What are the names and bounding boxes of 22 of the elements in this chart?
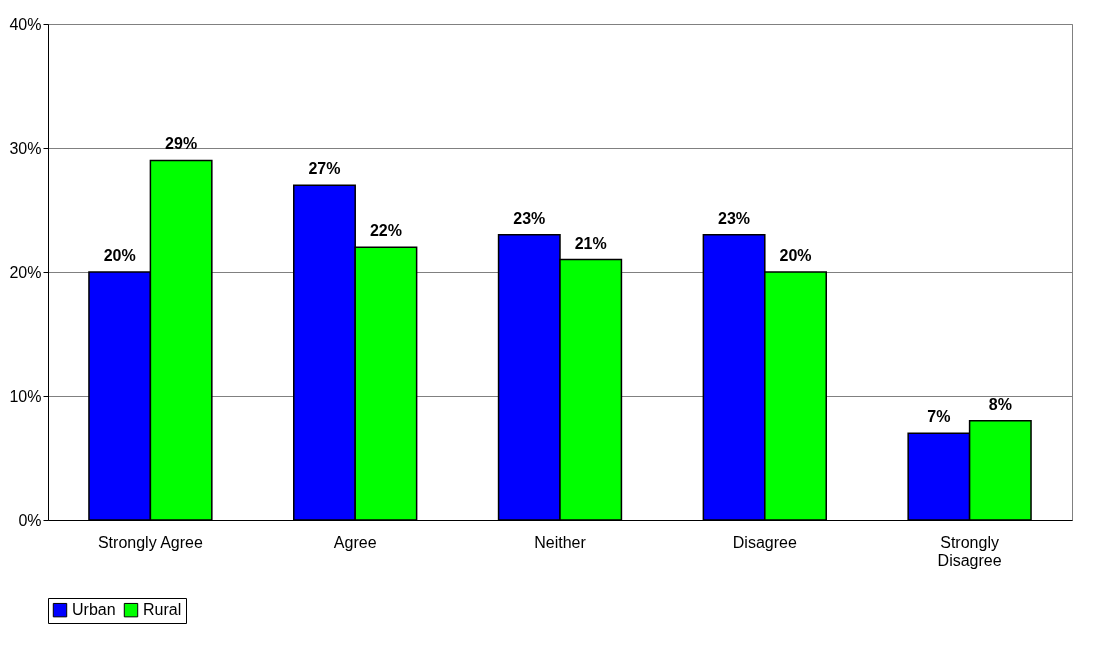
data-label: 27%	[308, 160, 341, 178]
y-tick-label: 20%	[9, 263, 42, 281]
data-label: 23%	[513, 209, 546, 227]
x-tick-label: Agree	[333, 533, 377, 551]
data-label: 7%	[927, 408, 951, 426]
y-tick-label: 40%	[9, 15, 42, 33]
data-label: 23%	[718, 209, 751, 227]
data-label: 20%	[103, 247, 136, 264]
data-label: 8%	[988, 395, 1012, 413]
y-tick-label: 30%	[9, 139, 42, 157]
x-tick-label: Strongly Agree	[97, 533, 203, 551]
x-tick-label: Strongly Disagree	[937, 533, 1002, 569]
data-label: 22%	[369, 222, 402, 240]
data-label: 20%	[779, 247, 812, 264]
x-tick-label: Neither	[534, 533, 587, 551]
data-label: 29%	[165, 135, 198, 153]
data-label: 21%	[574, 234, 607, 252]
legend-label: Urban	[72, 601, 116, 619]
x-tick-label: Disagree	[732, 533, 797, 551]
y-tick-label: 0%	[18, 511, 42, 529]
legend-label: Rural	[143, 601, 182, 619]
y-tick-label: 10%	[9, 387, 42, 405]
